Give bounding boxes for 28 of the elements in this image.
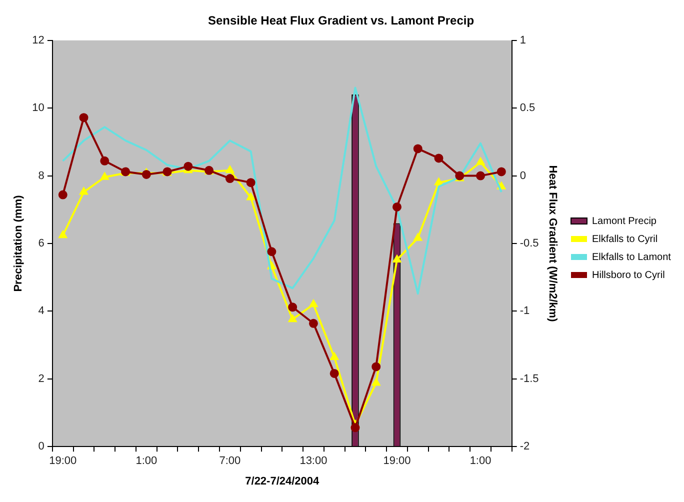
legend-label: Elkfalls to Cyril bbox=[592, 234, 658, 245]
y2-tick-label: 0 bbox=[520, 170, 526, 182]
x-tick-label: 1:00 bbox=[470, 455, 492, 468]
y-tick-label: 2 bbox=[38, 372, 44, 385]
y-tick-label: 6 bbox=[38, 238, 44, 250]
y-tick-label: 12 bbox=[32, 34, 44, 46]
y-tick-label: 4 bbox=[38, 305, 44, 318]
y2-tick-label: -0.5 bbox=[520, 238, 539, 250]
y2-tick-label: -1 bbox=[520, 305, 530, 318]
x-tick-label: 19:00 bbox=[49, 455, 77, 468]
y2-tick-label: 0.5 bbox=[520, 102, 536, 114]
chart-title: Sensible Heat Flux Gradient vs. Lamont Precip bbox=[208, 14, 474, 28]
x-axis-title: 7/22-7/24/2004 bbox=[245, 475, 320, 488]
y-tick-label: 0 bbox=[38, 440, 44, 453]
legend-label: Elkfalls to Lamont bbox=[592, 252, 672, 263]
legend-label: Lamont Precip bbox=[592, 216, 657, 227]
x-tick-label: 13:00 bbox=[300, 455, 328, 468]
y2-tick-label: -1.5 bbox=[520, 372, 539, 385]
y-axis-title: Precipitation (mm) bbox=[12, 194, 25, 292]
legend-label: Hillsboro to Cyril bbox=[592, 270, 665, 281]
y-tick-label: 10 bbox=[32, 102, 44, 114]
y2-tick-label: -2 bbox=[520, 440, 530, 453]
y-tick-label: 8 bbox=[38, 170, 44, 182]
x-tick-label: 19:00 bbox=[383, 455, 411, 468]
x-tick-label: 7:00 bbox=[219, 455, 241, 468]
y2-axis-title: Heat Flux Gradient (W/m2/km) bbox=[546, 165, 558, 322]
x-tick-label: 1:00 bbox=[136, 455, 158, 468]
y2-tick-label: 1 bbox=[520, 34, 526, 46]
